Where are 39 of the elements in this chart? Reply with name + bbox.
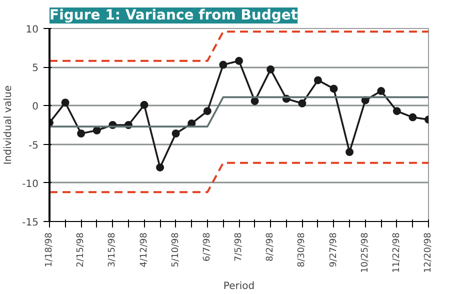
x-tick-label: 1/18/98 xyxy=(44,232,54,268)
point xyxy=(314,76,322,84)
point xyxy=(156,163,164,172)
point xyxy=(408,113,417,122)
point xyxy=(203,107,212,116)
y-tick-label: -10 xyxy=(22,178,39,190)
x-tick-label: 12/20/98 xyxy=(424,232,434,273)
point xyxy=(172,130,180,138)
point xyxy=(219,60,228,69)
x-tick-label: 2/15/98 xyxy=(76,232,86,268)
x-tick-label: 8/2/98 xyxy=(266,232,276,262)
point xyxy=(61,98,70,107)
x-tick-label: 4/12/98 xyxy=(139,232,150,268)
point xyxy=(392,107,401,116)
x-tick-label: 5/10/98 xyxy=(170,232,181,268)
point xyxy=(266,65,275,74)
point xyxy=(377,87,386,96)
point xyxy=(235,56,243,65)
point xyxy=(330,84,338,93)
point xyxy=(298,99,306,108)
point xyxy=(77,130,86,138)
point xyxy=(346,148,354,156)
x-tick-label: 6/7/98 xyxy=(202,232,212,262)
y-tick-label: -5 xyxy=(28,140,39,152)
y-tick-label: 0 xyxy=(32,102,39,113)
x-axis-title: Period xyxy=(223,280,255,292)
point xyxy=(250,97,259,106)
y-axis-title: Individual value xyxy=(3,85,14,165)
y-tick-label: 5 xyxy=(32,63,39,74)
x-tick-label: 3/15/98 xyxy=(108,232,118,268)
x-tick-label: 7/5/98 xyxy=(234,232,244,262)
y-tick-label: 10 xyxy=(26,24,39,36)
x-tick-label: 10/25/98 xyxy=(360,232,370,273)
chart-title: Figure 1: Variance from Budget xyxy=(50,8,298,24)
x-tick-label: 8/30/98 xyxy=(297,232,308,268)
y-tick-label: -15 xyxy=(22,218,39,228)
x-tick-label: 11/22/98 xyxy=(392,232,402,273)
point xyxy=(140,100,148,109)
x-tick-label: 9/27/98 xyxy=(328,232,339,268)
